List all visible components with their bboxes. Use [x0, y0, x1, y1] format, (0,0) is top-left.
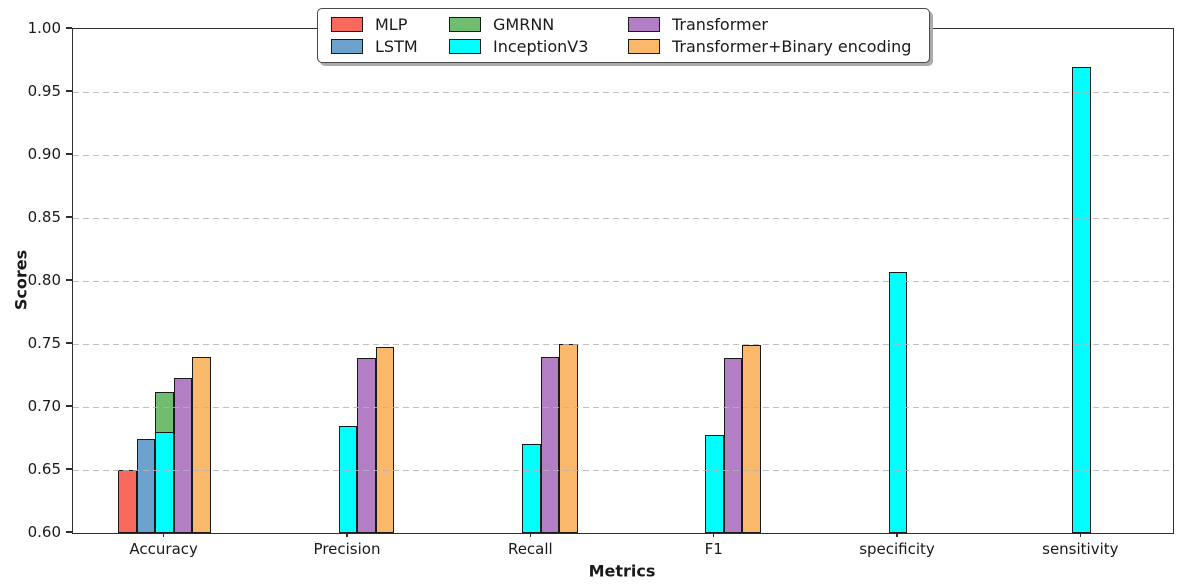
y-tick-mark-0.60	[66, 531, 72, 533]
bar-transformer-binary-encoding-recall	[559, 344, 578, 533]
legend-item-transformer: Transformer	[628, 15, 917, 34]
bar-inceptionv3-recall	[522, 443, 541, 533]
x-tick-label-f1: F1	[704, 540, 723, 558]
x-tick-label-precision: Precision	[313, 540, 381, 558]
legend-swatch-mlp	[331, 16, 363, 32]
legend-label-gmrnn: GMRNN	[493, 14, 555, 34]
gridline-0.85	[73, 217, 1173, 219]
legend-item-mlp: MLP	[331, 15, 449, 34]
x-tick-mark-recall	[529, 532, 532, 537]
y-tick-mark-0.75	[66, 342, 72, 344]
bar-transformer-accuracy	[173, 378, 193, 533]
gridline-0.80	[73, 280, 1173, 282]
y-tick-mark-0.85	[66, 216, 72, 218]
gridline-0.65	[73, 469, 1173, 471]
gridline-0.70	[73, 406, 1173, 408]
gridline-0.95	[73, 91, 1173, 93]
x-tick-label-specificity: specificity	[859, 540, 935, 558]
bar-inceptionv3-f1	[705, 434, 724, 533]
y-tick-label-0.90: 0.90	[27, 145, 61, 163]
y-tick-mark-0.65	[66, 468, 72, 470]
x-tick-label-accuracy: Accuracy	[129, 540, 198, 558]
legend: MLP LSTM GMRNN InceptionV3 Transformer Transf…	[317, 8, 930, 63]
legend-label-transformer-binary-encoding: Transformer+Binary encoding	[672, 37, 912, 57]
y-tick-label-0.85: 0.85	[27, 208, 61, 226]
bar-lstm-accuracy	[136, 438, 156, 533]
y-tick-mark-0.95	[66, 90, 72, 92]
bar-inceptionv3-specificity	[888, 272, 908, 533]
bar-transformer-binary-encoding-precision	[375, 346, 395, 533]
bar-transformer-binary-encoding-f1	[742, 345, 761, 533]
legend-label-inceptionv3: InceptionV3	[493, 37, 589, 57]
x-tick-mark-f1	[712, 532, 715, 537]
x-tick-mark-sensitivity	[1079, 532, 1082, 537]
x-tick-mark-precision	[346, 532, 348, 537]
legend-swatch-lstm	[331, 39, 363, 55]
x-tick-mark-specificity	[896, 532, 898, 537]
y-tick-label-0.75: 0.75	[27, 334, 61, 352]
legend-label-mlp: MLP	[375, 14, 408, 34]
y-tick-label-1.00: 1.00	[27, 19, 61, 37]
legend-swatch-gmrnn	[449, 16, 481, 32]
x-tick-mark-accuracy	[162, 532, 165, 537]
bar-transformer-precision	[357, 357, 376, 533]
y-tick-mark-1.00	[66, 27, 72, 29]
y-tick-mark-0.70	[66, 405, 72, 407]
bar-transformer-recall	[540, 356, 560, 533]
legend-item-gmrnn: GMRNN	[449, 15, 628, 34]
y-tick-mark-0.80	[66, 279, 72, 281]
x-tick-label-recall: Recall	[507, 540, 553, 558]
legend-item-lstm: LSTM	[331, 37, 449, 56]
legend-swatch-transformer	[628, 16, 660, 32]
bar-transformer-f1	[723, 357, 743, 533]
y-tick-label-0.80: 0.80	[27, 271, 61, 289]
legend-item-inceptionv3: InceptionV3	[449, 37, 628, 56]
plot-area	[72, 28, 1174, 534]
y-tick-label-0.65: 0.65	[27, 460, 61, 478]
legend-swatch-inceptionv3	[449, 39, 481, 55]
y-tick-mark-0.90	[66, 153, 72, 155]
gridline-0.90	[73, 154, 1173, 156]
x-axis-title: Metrics	[588, 561, 656, 581]
legend-item-transformer-binary-encoding: Transformer+Binary encoding	[628, 37, 917, 56]
bar-transformer-binary-encoding-accuracy	[192, 356, 211, 533]
gridline-0.75	[73, 343, 1173, 345]
bar-inceptionv3-accuracy	[155, 432, 174, 533]
y-tick-label-0.95: 0.95	[27, 82, 61, 100]
bar-mlp-accuracy	[118, 470, 137, 533]
bar-inceptionv3-sensitivity	[1072, 66, 1091, 533]
x-tick-label-sensitivity: sensitivity	[1042, 540, 1119, 558]
y-tick-label-0.60: 0.60	[27, 523, 61, 541]
bar-inceptionv3-precision	[338, 425, 358, 533]
legend-swatch-transformer-binary-encoding	[628, 39, 660, 55]
legend-label-transformer: Transformer	[672, 14, 769, 34]
legend-label-lstm: LSTM	[375, 37, 418, 57]
y-tick-label-0.70: 0.70	[27, 397, 61, 415]
